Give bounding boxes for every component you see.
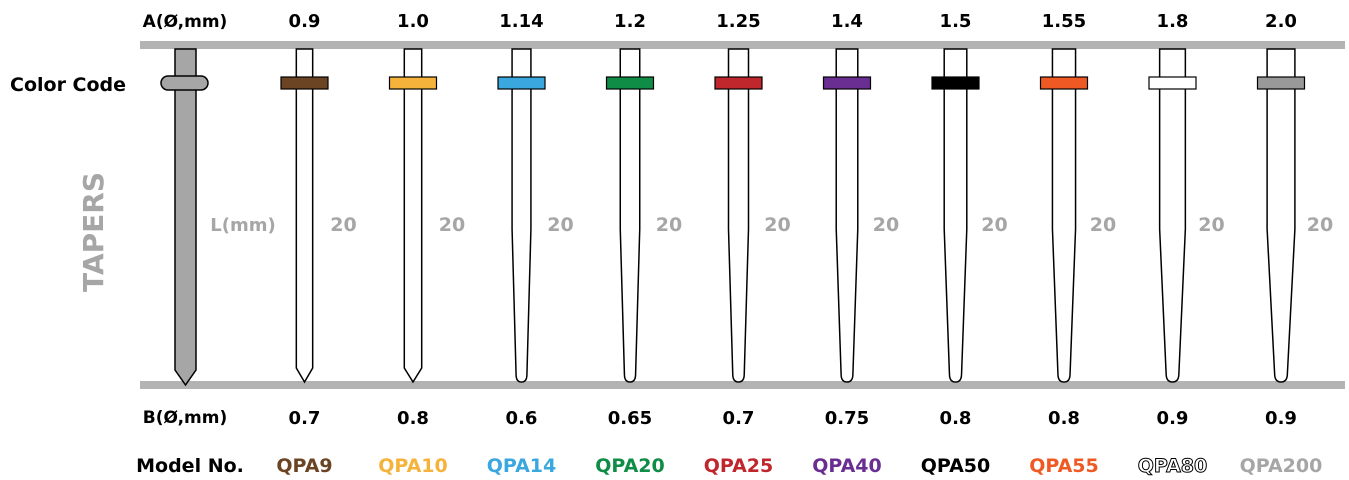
a-value: 1.0	[397, 11, 429, 32]
b-value: 0.6	[506, 408, 538, 429]
top-rail	[140, 41, 1345, 49]
a-diameter-header: A(Ø,mm)	[143, 12, 228, 32]
reference-rod	[160, 48, 209, 387]
b-value: 0.8	[940, 408, 972, 429]
model-number: QPA50	[921, 455, 990, 477]
tip-qpa40: 1.4 20 0.75 QPA40	[812, 11, 899, 477]
a-value: 1.4	[831, 11, 863, 32]
tip-qpa10: 1.0 20 0.8 QPA10	[378, 11, 465, 477]
a-value: 1.2	[614, 11, 646, 32]
model-number: QPA20	[595, 455, 664, 477]
length-value: 20	[1090, 214, 1116, 236]
color-band	[1039, 76, 1089, 90]
tip-body	[835, 48, 859, 383]
tip-body	[943, 48, 968, 383]
color-code-label: Color Code	[10, 74, 126, 96]
tip-qpa50: 1.5 20 0.8 QPA50	[921, 11, 1008, 477]
b-value: 0.9	[1265, 408, 1297, 429]
length-value: 20	[656, 214, 682, 236]
length-value: 20	[1307, 214, 1333, 236]
tip-body	[1158, 48, 1187, 383]
model-number: QPA25	[704, 455, 773, 477]
tip-qpa200: 2.0 20 0.9 QPA200	[1240, 11, 1334, 477]
color-band	[1256, 76, 1306, 90]
b-value: 0.7	[723, 408, 755, 429]
tip-body	[295, 48, 314, 384]
tip-body	[1051, 48, 1077, 383]
tip-body	[619, 48, 641, 383]
bottom-rail	[140, 381, 1345, 389]
b-value: 0.7	[289, 408, 321, 429]
tip-qpa14: 1.14 20 0.6 QPA14	[487, 11, 574, 477]
length-value: 20	[873, 214, 899, 236]
tip-body	[727, 48, 750, 383]
color-band	[605, 76, 655, 90]
color-band	[388, 76, 438, 90]
color-band	[497, 76, 546, 90]
color-band	[280, 76, 329, 90]
tip-qpa80: 1.8 20 0.9 QPA80	[1137, 11, 1224, 478]
length-label: L(mm)	[210, 215, 275, 236]
b-value: 0.65	[608, 408, 652, 429]
tip-qpa55: 1.55 20 0.8 QPA55	[1029, 11, 1116, 477]
color-band	[931, 76, 980, 90]
model-number: QPA80	[1138, 455, 1207, 477]
tip-qpa20: 1.2 20 0.65 QPA20	[595, 11, 682, 477]
a-value: 1.14	[499, 11, 543, 32]
model-number: QPA10	[378, 455, 447, 477]
length-value: 20	[547, 214, 573, 236]
model-number: QPA14	[487, 455, 556, 477]
tip-qpa9: 0.9 20 0.7 QPA9	[276, 11, 356, 477]
b-diameter-header: B(Ø,mm)	[143, 408, 227, 428]
model-number: QPA200	[1240, 455, 1323, 477]
a-value: 1.55	[1042, 11, 1086, 32]
tip-qpa25: 1.25 20 0.7 QPA25	[704, 11, 791, 477]
color-band	[1148, 76, 1197, 90]
length-value: 20	[1198, 214, 1224, 236]
length-value: 20	[764, 214, 790, 236]
b-value: 0.8	[397, 408, 429, 429]
tapers-label: TAPERS	[77, 172, 110, 292]
a-value: 1.5	[940, 11, 972, 32]
tip-body	[403, 48, 423, 384]
b-value: 0.8	[1048, 408, 1080, 429]
length-value: 20	[439, 214, 465, 236]
color-band	[822, 76, 872, 90]
tip-body	[1266, 48, 1296, 383]
b-value: 0.9	[1157, 408, 1189, 429]
b-value: 0.75	[825, 408, 869, 429]
model-number: QPA55	[1029, 455, 1098, 477]
tip-body	[511, 48, 532, 383]
a-value: 1.25	[716, 11, 760, 32]
a-value: 2.0	[1265, 11, 1297, 32]
model-number: QPA40	[812, 455, 881, 477]
a-value: 0.9	[289, 11, 321, 32]
color-band	[714, 76, 763, 90]
length-value: 20	[981, 214, 1007, 236]
model-no-header: Model No.	[136, 455, 244, 477]
a-value: 1.8	[1157, 11, 1189, 32]
model-number: QPA9	[276, 455, 332, 477]
length-value: 20	[330, 214, 356, 236]
